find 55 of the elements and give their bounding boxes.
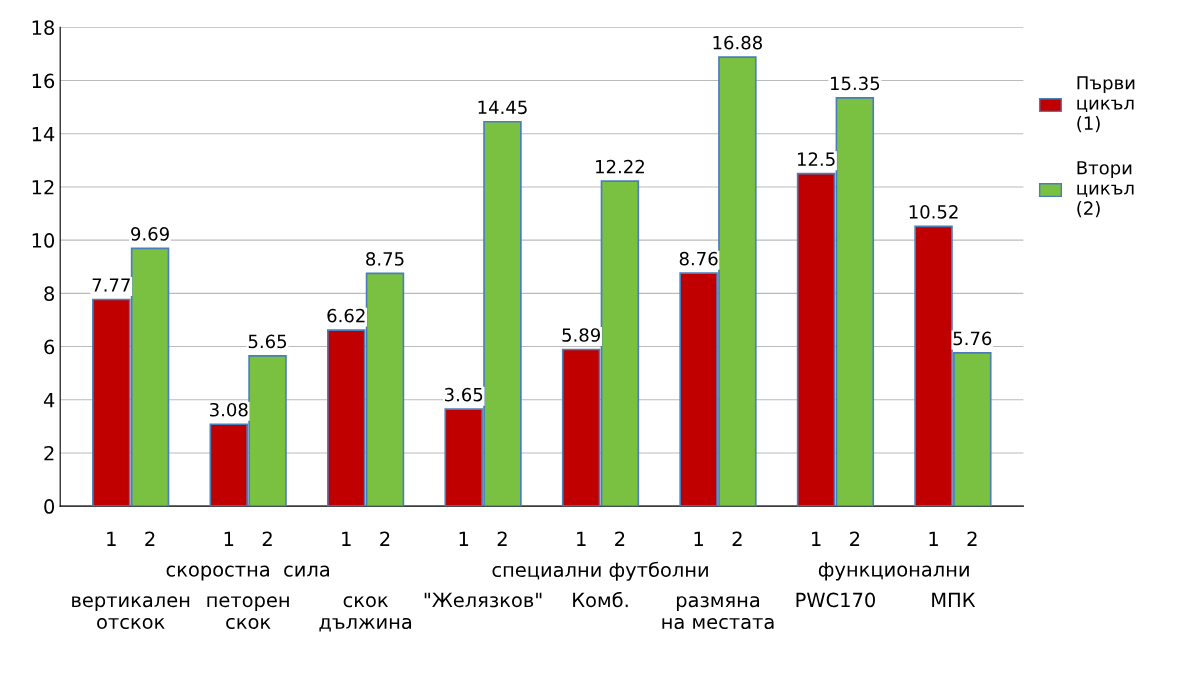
data-label: 15.35 bbox=[830, 76, 880, 91]
text: 2 bbox=[145, 531, 155, 546]
data-label: 3.08 bbox=[210, 402, 248, 417]
x-tick-label: вертикален отскок bbox=[72, 596, 190, 630]
data-label: 14.45 bbox=[478, 100, 527, 115]
text: функционални bbox=[818, 562, 969, 581]
x-tick-label: PWC170 bbox=[796, 592, 875, 608]
data-label: 8.76 bbox=[679, 251, 718, 266]
text: 2 bbox=[262, 531, 272, 546]
text: 2 bbox=[850, 531, 860, 546]
text: 1 bbox=[342, 531, 351, 546]
text: 1 bbox=[577, 531, 586, 546]
text: 2 bbox=[497, 531, 507, 546]
y-tick-label: 16 bbox=[32, 73, 55, 89]
x-tick-label: Комб. bbox=[573, 591, 628, 608]
text: 2 bbox=[732, 531, 742, 546]
text: 2 bbox=[380, 531, 390, 546]
x-tick-label: скок дължина bbox=[319, 596, 412, 632]
y-tick-label: 8 bbox=[44, 286, 55, 302]
y-tick-label: 18 bbox=[32, 20, 55, 36]
text: 2 bbox=[967, 531, 977, 546]
text: 1 bbox=[459, 531, 469, 546]
legend-label: Първи цикъл (1) bbox=[1077, 76, 1135, 133]
text: 1 bbox=[929, 531, 938, 546]
data-label: 5.76 bbox=[953, 331, 992, 346]
x-tick-label: МПК bbox=[932, 592, 976, 608]
legend-label: Втори цикъл (2) bbox=[1077, 161, 1134, 218]
y-tick-label: 10 bbox=[32, 233, 55, 248]
x-tick-label: петорен скок bbox=[207, 596, 289, 630]
data-label: 12.5 bbox=[797, 152, 835, 166]
x-tick-label: "Желязков" bbox=[424, 592, 542, 608]
data-label: 10.52 bbox=[909, 205, 958, 219]
text: скоростна сила bbox=[166, 565, 329, 581]
y-tick-label: 14 bbox=[32, 126, 55, 142]
text: 1 bbox=[224, 531, 234, 546]
data-label: 16.88 bbox=[713, 35, 762, 50]
data-label: 6.62 bbox=[327, 308, 365, 323]
y-tick-label: 12 bbox=[32, 179, 54, 195]
data-label: 7.77 bbox=[92, 278, 130, 292]
y-tick-label: 4 bbox=[43, 392, 55, 408]
data-label: 3.65 bbox=[444, 387, 483, 402]
x-tick-label: размяна на местата bbox=[662, 596, 774, 630]
y-tick-label: 2 bbox=[44, 445, 54, 461]
text: 1 bbox=[812, 531, 821, 546]
text: 2 bbox=[615, 531, 625, 546]
y-tick-label: 0 bbox=[44, 499, 55, 514]
text: 1 bbox=[107, 531, 116, 546]
data-label: 5.89 bbox=[562, 328, 600, 342]
data-label: 5.65 bbox=[248, 334, 287, 349]
text: специални футболни bbox=[492, 561, 708, 581]
y-tick-label: 6 bbox=[44, 339, 55, 355]
text: 1 bbox=[694, 531, 703, 546]
data-label: 8.75 bbox=[366, 252, 404, 266]
data-label: 12.22 bbox=[596, 159, 644, 174]
data-label: 9.69 bbox=[131, 227, 169, 241]
